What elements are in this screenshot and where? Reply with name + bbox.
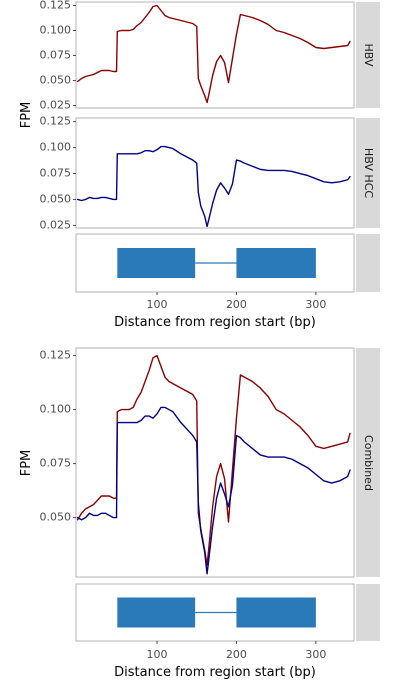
strip-track-top xyxy=(356,234,380,292)
x-axis-title-bottom: Distance from region start (bp) xyxy=(114,665,316,680)
x-tick-label-top-track: 200 xyxy=(226,298,247,311)
y-tick-label-bottom-combined: 0.125 xyxy=(40,349,72,362)
series-line-bottom-combined-hbv xyxy=(76,354,351,566)
panel-hbv: 0.025 0.050 0.075 0.100 0.125 HBV xyxy=(40,0,380,112)
series-line-top-hcc-hbv_hcc xyxy=(76,145,351,228)
x-tick-label-top-track: 300 xyxy=(305,298,326,311)
y-tick-label-top-hbv: 0.100 xyxy=(40,24,72,37)
y-tick-label-top-hcc: 0.025 xyxy=(40,218,72,231)
exon-block-1 xyxy=(117,597,196,628)
strip-label-hbv: HBV xyxy=(362,43,375,66)
y-tick-label-bottom-combined: 0.075 xyxy=(40,457,72,470)
gene-track-top: 100 200 300 xyxy=(75,233,380,311)
y-axis-title-top: FPM xyxy=(19,102,34,129)
strip-label-combined: Combined xyxy=(362,435,375,491)
plot-bottom-track: 100 200 300 xyxy=(117,597,326,661)
plot-top-hbv: 0.025 0.050 0.075 0.100 0.125 xyxy=(40,0,351,112)
y-tick-label-top-hcc: 0.050 xyxy=(40,192,72,205)
plot-area-combined xyxy=(75,347,355,578)
y-tick-label-bottom-combined: 0.100 xyxy=(40,403,72,416)
strip-hbv-hcc xyxy=(356,118,380,228)
exon-block-1 xyxy=(117,248,196,278)
y-tick-label-bottom-combined: 0.050 xyxy=(40,511,72,524)
exon-block-2 xyxy=(236,248,316,278)
x-tick-label-bottom-track: 100 xyxy=(147,648,168,661)
strip-combined xyxy=(356,348,380,577)
plot-area-hbv xyxy=(75,1,355,109)
strip-label-hbv-hcc: HBV HCC xyxy=(362,148,375,198)
panel-combined: 0.050 0.075 0.100 0.125 Combined xyxy=(40,347,380,578)
plot-bottom-combined: 0.050 0.075 0.100 0.125 xyxy=(40,349,351,575)
strip-track-bottom xyxy=(356,584,380,641)
y-tick-label-top-hcc: 0.125 xyxy=(40,115,72,128)
x-tick-label-top-track: 100 xyxy=(147,298,168,311)
x-tick-label-bottom-track: 300 xyxy=(305,648,326,661)
gene-track-bottom: 100 200 300 xyxy=(75,583,380,661)
strip-hbv xyxy=(356,2,380,108)
plot-top-track: 100 200 300 xyxy=(117,248,326,311)
series-line-top-hbv-hbv xyxy=(76,4,351,104)
y-tick-label-top-hbv: 0.125 xyxy=(40,0,72,12)
x-axis-title-top: Distance from region start (bp) xyxy=(114,315,316,330)
y-axis-title-bottom: FPM xyxy=(19,450,34,477)
exon-block-2 xyxy=(236,597,316,628)
y-tick-label-top-hcc: 0.100 xyxy=(40,141,72,154)
plot-top-hcc: 0.025 0.050 0.075 0.100 0.125 xyxy=(40,115,351,231)
y-tick-label-top-hbv: 0.050 xyxy=(40,74,72,87)
x-tick-label-bottom-track: 200 xyxy=(226,648,247,661)
y-tick-label-top-hcc: 0.075 xyxy=(40,167,72,180)
panel-hbv-hcc: 0.025 0.050 0.075 0.100 0.125 HBV HCC xyxy=(40,115,380,231)
plot-area-hbv-hcc xyxy=(75,117,355,229)
y-tick-label-top-hbv: 0.075 xyxy=(40,49,72,62)
y-tick-label-top-hbv: 0.025 xyxy=(40,99,72,112)
series-line-bottom-combined-hbv_hcc xyxy=(76,406,351,575)
